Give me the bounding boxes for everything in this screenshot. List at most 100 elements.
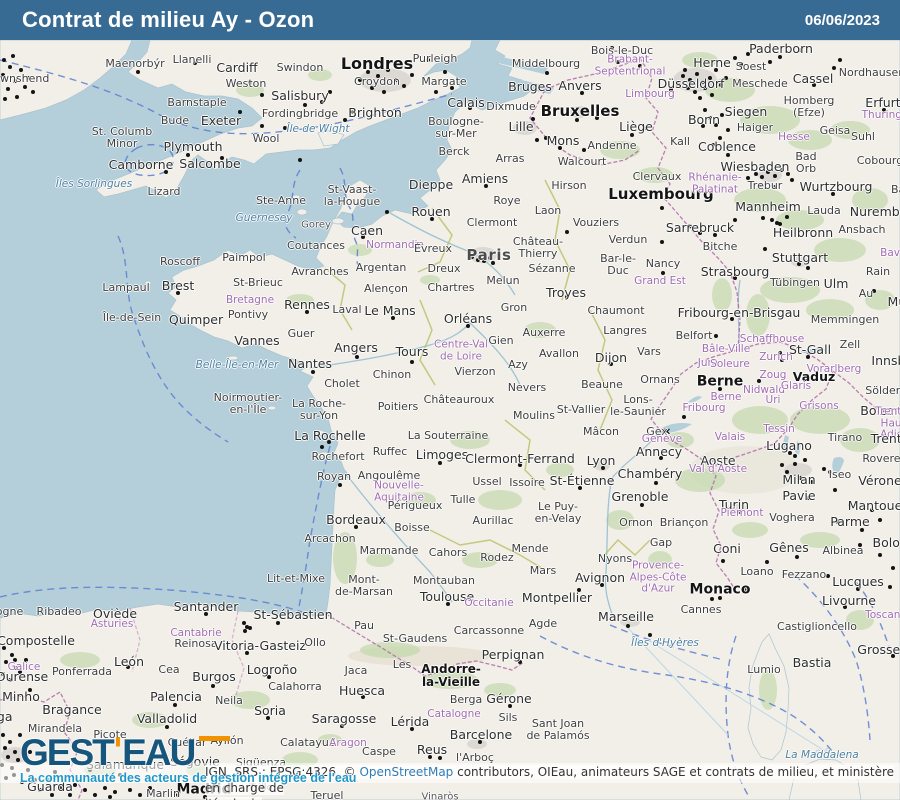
map-marker[interactable] — [870, 508, 874, 512]
map-marker[interactable] — [798, 48, 802, 52]
map-marker[interactable] — [726, 128, 730, 132]
map-marker[interactable] — [778, 351, 782, 355]
map-marker[interactable] — [11, 54, 15, 58]
map-marker[interactable] — [545, 71, 549, 75]
map-marker[interactable] — [303, 103, 307, 107]
map-marker[interactable] — [710, 93, 714, 97]
map-x-marker[interactable]: × — [662, 426, 672, 438]
map-marker[interactable] — [577, 588, 581, 592]
map-marker[interactable] — [738, 510, 742, 514]
map-marker[interactable] — [361, 235, 365, 239]
map-marker[interactable] — [438, 756, 442, 760]
map-marker[interactable] — [714, 68, 718, 72]
map-marker[interactable] — [793, 462, 797, 466]
map-marker[interactable] — [476, 258, 480, 262]
map-marker[interactable] — [582, 148, 586, 152]
map-marker[interactable] — [580, 91, 584, 95]
map-marker[interactable] — [376, 74, 380, 78]
map-marker[interactable] — [354, 525, 358, 529]
map-marker[interactable] — [248, 626, 252, 630]
map-marker[interactable] — [428, 755, 432, 759]
map-marker[interactable] — [488, 256, 492, 260]
map-marker[interactable] — [798, 476, 802, 480]
map-marker[interactable] — [164, 170, 168, 174]
map-marker[interactable] — [43, 758, 47, 762]
map-marker[interactable] — [338, 483, 342, 487]
map-marker[interactable] — [2, 58, 6, 62]
map-marker[interactable] — [754, 172, 758, 176]
map-marker[interactable] — [578, 486, 582, 490]
map-marker[interactable] — [803, 458, 807, 462]
map-marker[interactable] — [793, 454, 797, 458]
map-marker[interactable] — [780, 168, 784, 172]
map-marker[interactable] — [785, 470, 789, 474]
map-marker[interactable] — [108, 795, 112, 799]
map-marker[interactable] — [848, 503, 852, 507]
map-marker[interactable] — [703, 86, 707, 90]
map-marker[interactable] — [327, 440, 331, 444]
map-marker[interactable] — [1, 73, 5, 77]
map-marker[interactable] — [2, 646, 6, 650]
map-marker[interactable] — [370, 86, 374, 90]
map-marker[interactable] — [765, 560, 769, 564]
map-marker[interactable] — [320, 100, 324, 104]
map-marker[interactable] — [786, 172, 790, 176]
map-marker[interactable] — [565, 295, 569, 299]
map-marker[interactable] — [713, 233, 717, 237]
map-marker[interactable] — [267, 675, 271, 679]
map-marker[interactable] — [260, 124, 264, 128]
map-marker[interactable] — [648, 633, 652, 637]
map-marker[interactable] — [186, 153, 190, 157]
map-marker[interactable] — [248, 80, 252, 84]
map-marker[interactable] — [721, 559, 725, 563]
map-marker[interactable] — [1, 672, 5, 676]
map-marker[interactable] — [13, 750, 17, 754]
map-marker[interactable] — [443, 70, 447, 74]
map-marker[interactable] — [806, 496, 810, 500]
map-marker[interactable] — [73, 783, 77, 787]
map-marker[interactable] — [26, 76, 30, 80]
map-marker[interactable] — [726, 153, 730, 157]
map-marker[interactable] — [382, 90, 386, 94]
map-marker[interactable] — [58, 786, 62, 790]
map-marker[interactable] — [720, 113, 724, 117]
map-marker[interactable] — [50, 793, 54, 797]
map-marker[interactable] — [103, 786, 107, 790]
map-marker[interactable] — [714, 334, 718, 338]
map-marker[interactable] — [891, 654, 895, 658]
map-marker[interactable] — [211, 684, 215, 688]
map-marker[interactable] — [595, 116, 599, 120]
map-marker[interactable] — [565, 230, 569, 234]
map-marker[interactable] — [193, 61, 197, 65]
map-marker[interactable] — [305, 310, 309, 314]
map-marker[interactable] — [358, 78, 362, 82]
map-marker[interactable] — [831, 192, 835, 196]
map-marker[interactable] — [773, 185, 777, 189]
map-marker[interactable] — [703, 108, 707, 112]
map-marker[interactable] — [283, 126, 287, 130]
map-marker[interactable] — [761, 216, 765, 220]
map-marker[interactable] — [833, 488, 837, 492]
map-marker[interactable] — [23, 85, 27, 89]
map-marker[interactable] — [669, 88, 673, 92]
map-marker[interactable] — [113, 790, 117, 794]
map-marker[interactable] — [891, 566, 895, 570]
map-marker[interactable] — [760, 175, 764, 179]
map-marker[interactable] — [410, 727, 414, 731]
map-marker[interactable] — [165, 725, 169, 729]
map-marker[interactable] — [558, 146, 562, 150]
map-marker[interactable] — [126, 665, 130, 669]
map-marker[interactable] — [19, 68, 23, 72]
map-marker[interactable] — [843, 605, 847, 609]
map-marker[interactable] — [535, 138, 539, 142]
map-marker[interactable] — [173, 703, 177, 707]
map-marker[interactable] — [14, 666, 18, 670]
map-marker[interactable] — [438, 461, 442, 465]
map-marker[interactable] — [812, 83, 816, 87]
map-marker[interactable] — [4, 660, 8, 664]
map-marker[interactable] — [778, 55, 782, 59]
map-marker[interactable] — [3, 746, 7, 750]
map-marker[interactable] — [266, 716, 270, 720]
map-marker[interactable] — [806, 355, 810, 359]
map-marker[interactable] — [785, 215, 789, 219]
